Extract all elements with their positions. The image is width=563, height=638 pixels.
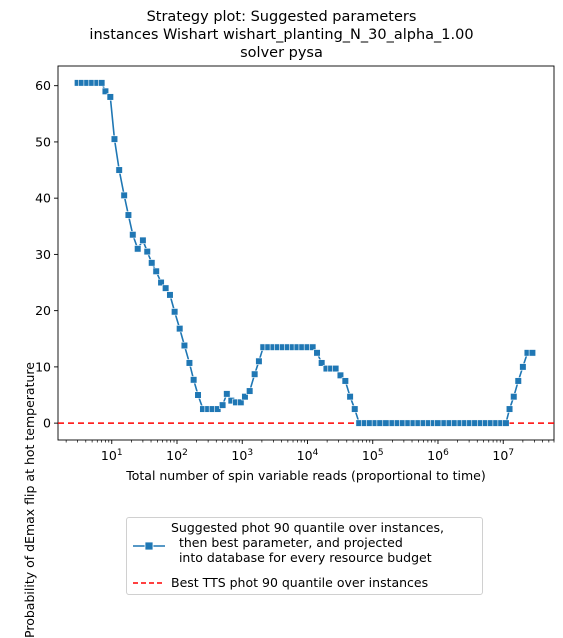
series-point — [336, 371, 345, 379]
x-tick-label: 102 — [166, 448, 188, 463]
series-point — [351, 405, 359, 413]
y-axis-label: Probability of dEmax flip at hot tempera… — [22, 362, 37, 638]
series-point — [528, 349, 537, 357]
y-tick-label: 30 — [35, 247, 51, 262]
series-point — [332, 364, 340, 373]
y-tick-label: 0 — [43, 416, 51, 431]
series-point — [110, 135, 119, 143]
series-point — [152, 267, 160, 275]
series-point — [214, 405, 222, 413]
y-tick-label: 10 — [35, 359, 51, 374]
series-point — [502, 419, 510, 427]
series-point — [514, 377, 522, 385]
series-point — [194, 391, 202, 399]
series-point — [434, 419, 442, 427]
legend-series-label-line-3: into database for every resource budget — [171, 550, 432, 565]
x-tick-label: 101 — [101, 448, 123, 463]
series-point — [185, 359, 194, 367]
series-point — [519, 363, 527, 371]
y-tick-label: 20 — [35, 303, 51, 318]
series-point — [346, 393, 354, 401]
series-point — [241, 393, 249, 401]
chart-title-line-1: Strategy plot: Suggested parameters — [146, 9, 417, 25]
x-tick-label: 103 — [231, 448, 253, 463]
y-axis-label-wrap: Probability of dEmax flip at hot tempera… — [5, 250, 37, 638]
series-point — [255, 357, 263, 365]
series-point — [120, 191, 128, 199]
series-point — [341, 377, 349, 385]
series-point — [246, 387, 254, 395]
legend-series-label-line-1: Suggested phot 90 quantile over instance… — [171, 520, 444, 535]
y-tick-label: 50 — [35, 134, 51, 149]
x-tick-label: 105 — [362, 448, 384, 463]
legend-reference-label: Best TTS phot 90 quantile over instances — [171, 575, 429, 590]
series-point — [162, 284, 170, 292]
x-tick-label: 104 — [297, 448, 319, 463]
series-point — [309, 343, 317, 351]
series-point — [510, 393, 518, 401]
series-point — [251, 370, 259, 378]
chart-title-line-3: solver pysa — [240, 45, 323, 61]
series-point — [171, 308, 179, 316]
series-point — [313, 349, 321, 357]
plot-frame — [57, 65, 555, 441]
x-tick-label: 106 — [427, 448, 449, 463]
series-point — [139, 236, 147, 244]
series-point — [223, 390, 231, 398]
series-point — [98, 79, 106, 87]
x-axis-label: Total number of spin variable reads (pro… — [126, 468, 486, 483]
legend-series-label-line-2: then best parameter, and projected — [171, 535, 403, 550]
legend-series-swatch — [133, 541, 165, 551]
x-tick-label: 107 — [492, 448, 514, 463]
y-tick-label: 40 — [35, 191, 51, 206]
series-point — [124, 211, 133, 219]
series-point — [148, 259, 156, 267]
y-tick-label: 60 — [35, 78, 51, 93]
series-point — [180, 341, 189, 350]
series-point — [505, 405, 514, 413]
series-point — [134, 245, 142, 253]
series-point — [237, 398, 245, 406]
series-point — [176, 325, 184, 333]
chart-legend: Suggested phot 90 quantile over instance… — [126, 517, 483, 595]
chart-title-line-2: instances Wishart wishart_planting_N_30_… — [89, 27, 474, 43]
series-point — [157, 278, 165, 287]
series-point — [318, 359, 326, 367]
series-point — [101, 87, 110, 95]
series-point — [106, 93, 114, 101]
series-point — [382, 419, 390, 427]
series-point — [219, 401, 227, 409]
legend-reference-swatch — [133, 582, 165, 584]
series-point — [143, 247, 151, 256]
series-point — [166, 291, 174, 299]
chart-plot: 0 10 20 30 40 50 60 101 102 103 104 105 106 107 — [35, 65, 555, 463]
series-point — [115, 166, 123, 174]
series-point — [129, 231, 137, 239]
series-point — [190, 376, 198, 384]
